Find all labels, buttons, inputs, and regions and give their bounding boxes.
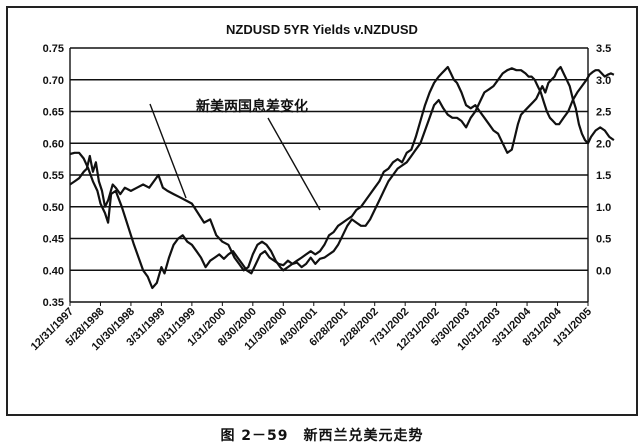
series-line-1 bbox=[69, 67, 615, 290]
right-tick-label: 2.5 bbox=[596, 107, 611, 119]
left-tick-label: 0.55 bbox=[43, 170, 64, 182]
right-axis-ticks: 0.0 0.5 1.0 1.5 2.0 2.5 3.0 3.5 bbox=[596, 43, 611, 277]
series-lines bbox=[69, 65, 615, 290]
left-tick-label: 0.75 bbox=[43, 43, 64, 55]
right-tick-label: 1.0 bbox=[596, 202, 611, 214]
x-axis-ticks: 12/31/19975/28/199810/30/19983/31/19998/… bbox=[29, 302, 594, 353]
grid-lines bbox=[69, 47, 589, 303]
series-line-2 bbox=[69, 65, 615, 272]
left-tick-label: 0.70 bbox=[43, 75, 64, 87]
figure-caption: 图 2－59 新西兰兑美元走势 bbox=[220, 428, 424, 444]
right-tick-label: 2.0 bbox=[596, 138, 611, 150]
left-tick-label: 0.40 bbox=[43, 265, 64, 277]
right-tick-label: 0.0 bbox=[596, 265, 611, 277]
right-tick-label: 3.0 bbox=[596, 75, 611, 87]
left-axis-ticks: 0.35 0.40 0.45 0.50 0.55 0.60 0.65 0.70 0.75 bbox=[43, 43, 64, 309]
left-tick-label: 0.35 bbox=[43, 297, 64, 309]
annotation-arrow bbox=[267, 117, 321, 211]
right-tick-label: 0.5 bbox=[596, 234, 611, 246]
left-tick-label: 0.60 bbox=[43, 138, 64, 150]
left-tick-label: 0.50 bbox=[43, 202, 64, 214]
chart-frame bbox=[6, 6, 638, 416]
right-tick-label: 1.5 bbox=[596, 170, 611, 182]
left-tick-label: 0.65 bbox=[43, 107, 64, 119]
annotation-arrows bbox=[149, 103, 321, 211]
left-tick-label: 0.45 bbox=[43, 234, 64, 246]
annotation-arrow bbox=[149, 103, 187, 199]
line-chart: 0.35 0.40 0.45 0.50 0.55 0.60 0.65 0.70 0.75 0.0… bbox=[29, 43, 615, 353]
right-tick-label: 3.5 bbox=[596, 43, 611, 55]
chart-title: NZDUSD 5YR Yields v.NZDUSD bbox=[226, 22, 418, 37]
